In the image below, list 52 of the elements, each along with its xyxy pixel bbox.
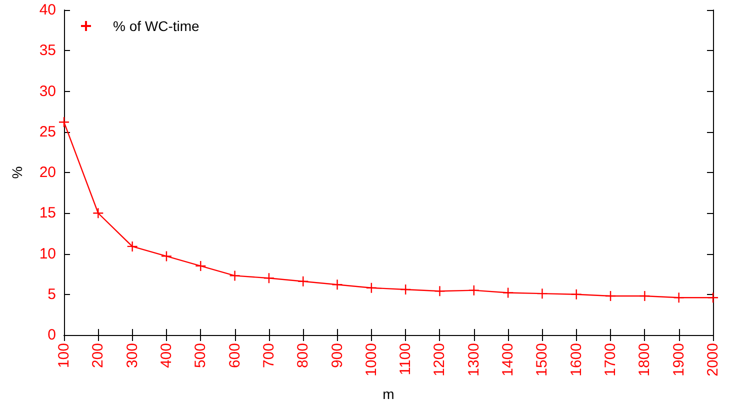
point bbox=[92, 208, 104, 219]
x-tick-label: 2000 bbox=[704, 343, 722, 376]
y-tick-label: 15 bbox=[39, 204, 56, 222]
x-tick-label: 700 bbox=[260, 343, 278, 368]
point bbox=[58, 116, 70, 128]
x-tick-label: 1600 bbox=[568, 343, 585, 376]
x-tick-label: 400 bbox=[158, 343, 175, 368]
x-tick-label: 1500 bbox=[534, 343, 551, 376]
x-tick-label: 1400 bbox=[500, 343, 517, 376]
x-tick-label: 600 bbox=[226, 343, 244, 368]
point bbox=[639, 290, 650, 302]
x-tick-label: 1200 bbox=[431, 343, 448, 376]
x-tick-label: 800 bbox=[294, 343, 312, 368]
point bbox=[673, 292, 684, 304]
x-tick-label: 200 bbox=[90, 343, 107, 368]
x-tick-label: 900 bbox=[328, 343, 346, 368]
point bbox=[707, 292, 719, 304]
point bbox=[400, 284, 412, 296]
x-tick-label: 100 bbox=[56, 343, 72, 368]
x-tick-label: 1800 bbox=[636, 343, 654, 376]
point bbox=[160, 250, 172, 262]
y-tick-label: 20 bbox=[39, 164, 56, 181]
x-tick-label: 1000 bbox=[362, 343, 380, 376]
point bbox=[195, 260, 206, 272]
y-tick-label: 35 bbox=[39, 42, 56, 60]
y-tick-label: 0 bbox=[48, 326, 56, 344]
point bbox=[468, 284, 480, 296]
legend-label: % of WC-time bbox=[113, 18, 200, 34]
y-tick-label: 5 bbox=[48, 286, 56, 303]
point bbox=[126, 240, 138, 252]
y-axis-title: % bbox=[9, 166, 25, 179]
x-tick-label: 1900 bbox=[670, 343, 688, 376]
x-tick-label: 300 bbox=[124, 343, 141, 368]
point bbox=[434, 286, 446, 297]
y-tick-label: 30 bbox=[39, 82, 56, 100]
point bbox=[604, 290, 616, 302]
x-axis-title: m bbox=[382, 386, 394, 402]
y-tick-label: 40 bbox=[39, 2, 56, 18]
point bbox=[298, 276, 309, 287]
y-tick-label: 10 bbox=[39, 245, 56, 262]
point bbox=[570, 288, 582, 300]
x-tick-label: 1700 bbox=[602, 343, 620, 376]
point bbox=[263, 272, 275, 284]
x-tick-label: 1300 bbox=[465, 343, 482, 376]
point bbox=[332, 279, 343, 290]
point bbox=[536, 288, 548, 300]
point bbox=[502, 287, 514, 298]
point bbox=[229, 270, 240, 282]
x-tick-label: 1100 bbox=[397, 343, 414, 376]
point bbox=[366, 282, 378, 294]
y-tick-label: 25 bbox=[39, 123, 56, 140]
x-tick-label: 500 bbox=[192, 343, 210, 368]
